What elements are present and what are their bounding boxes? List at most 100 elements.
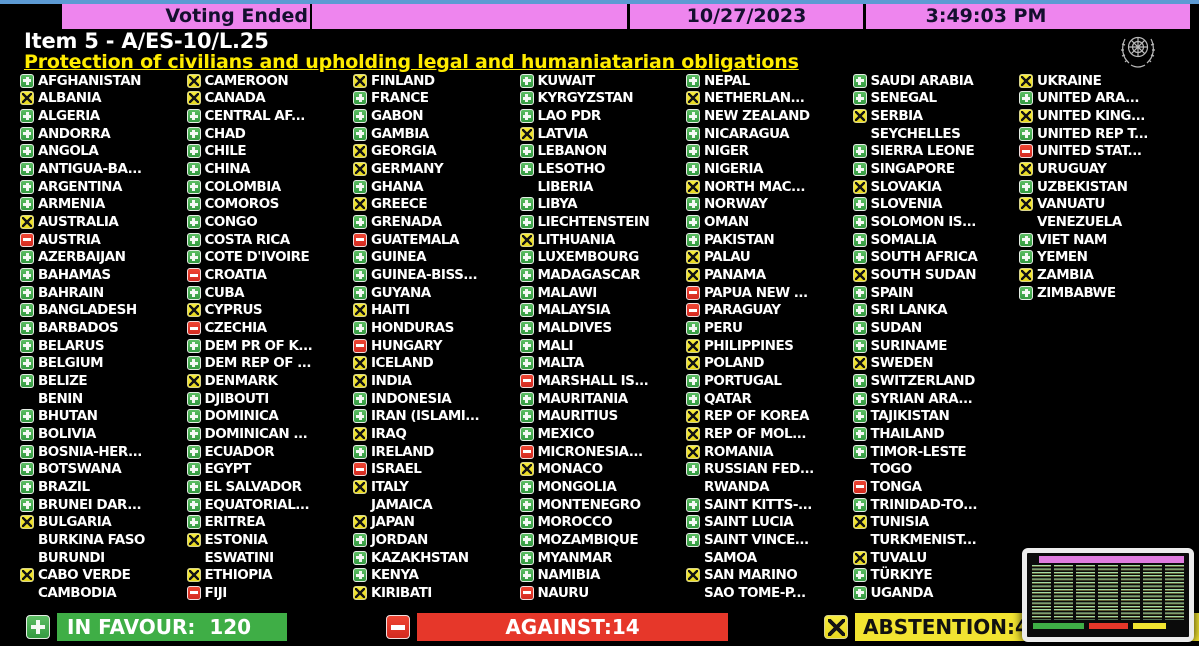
country-name: SERBIA — [870, 108, 924, 125]
country-row: BOLIVIA — [20, 425, 187, 443]
abstention-icon — [686, 91, 700, 106]
abstention-icon — [1019, 162, 1033, 177]
country-name: BURKINA FASO — [38, 531, 145, 548]
country-row: GRENADA — [353, 213, 520, 231]
country-name: CHINA — [204, 161, 251, 178]
in-favour-icon — [20, 126, 34, 141]
country-row: BHUTAN — [20, 407, 187, 425]
text-cursor — [310, 4, 312, 29]
country-row: MOZAMBIQUE — [519, 531, 687, 549]
in-favour-icon — [519, 497, 534, 512]
country-name: SLOVENIA — [870, 196, 943, 213]
country-row: MALDIVES — [519, 319, 687, 337]
country-column-5: NEPAL NETHERLAN... NEW ZEALAND NICARAGUA NIG… — [686, 72, 853, 603]
country-name: CHAD — [204, 125, 246, 142]
country-row: MOROCCO — [519, 513, 687, 531]
country-name: SWEDEN — [870, 355, 934, 372]
country-name: HAITI — [371, 302, 410, 319]
country-row: ALBANIA — [20, 90, 187, 108]
country-name: MALAYSIA — [537, 302, 611, 319]
country-name: JAMAICA — [371, 496, 433, 513]
country-name: NORTH MAC... — [704, 178, 805, 195]
country-name: LATVIA — [537, 125, 589, 142]
country-name: REP OF KOREA — [704, 408, 810, 425]
country-row: URUGUAY — [1019, 160, 1179, 178]
in-favour-icon — [519, 426, 534, 441]
country-name: PHILIPPINES — [704, 337, 794, 354]
country-name: NIGERIA — [704, 161, 764, 178]
in-favour-icon — [186, 285, 201, 300]
country-name: EQUATORIAL... — [204, 496, 310, 513]
country-row: SOUTH AFRICA — [852, 249, 1020, 267]
in-favour-icon — [519, 338, 534, 353]
country-row: SERBIA — [852, 107, 1020, 125]
abstention-icon — [852, 515, 867, 530]
country-name: DOMINICA — [204, 408, 279, 425]
in-favour-icon — [519, 479, 534, 494]
in-favour-icon — [686, 532, 700, 547]
country-name: MONGOLIA — [537, 478, 617, 495]
country-name: PAPUA NEW ... — [704, 284, 808, 301]
country-row: NIGERIA — [686, 160, 853, 178]
country-name: SAO TOME-P... — [704, 584, 806, 601]
country-row: SAINT VINCE... — [686, 531, 853, 549]
abstention-icon — [852, 179, 867, 194]
country-name: SRI LANKA — [870, 302, 948, 319]
country-row: BURKINA FASO — [20, 531, 187, 549]
country-name: ANDORRA — [38, 125, 111, 142]
in-favour-icon — [519, 215, 534, 230]
country-row: LIECHTENSTEIN — [519, 213, 687, 231]
country-row: PHILIPPINES — [686, 337, 853, 355]
country-row: LATVIA — [519, 125, 687, 143]
country-name: SOLOMON IS... — [870, 214, 977, 231]
country-name: LESOTHO — [537, 161, 606, 178]
country-row: KIRIBATI — [353, 584, 520, 602]
country-row: CAMEROON — [186, 72, 354, 90]
pip-preview-window — [1022, 548, 1194, 642]
country-row: SLOVENIA — [852, 196, 1020, 214]
country-name: AUSTRALIA — [38, 214, 119, 231]
in-favour-icon — [686, 515, 700, 530]
in-favour-icon — [852, 444, 867, 459]
in-favour-icon — [353, 391, 367, 406]
in-favour-icon — [186, 409, 201, 424]
country-row: ANDORRA — [20, 125, 187, 143]
country-row: NEPAL — [686, 72, 853, 90]
country-column-3: FINLAND FRANCE GABON GAMBIA GEORGIA GERMANY GH… — [353, 72, 520, 603]
country-row: EQUATORIAL... — [186, 496, 354, 514]
country-row: GUYANA — [353, 284, 520, 302]
country-name: ALGERIA — [38, 108, 100, 125]
country-row: CONGO — [186, 213, 354, 231]
against-icon — [686, 285, 700, 300]
country-row: CENTRAL AF... — [186, 107, 354, 125]
country-name: CAMEROON — [204, 72, 289, 89]
country-row: COSTA RICA — [186, 231, 354, 249]
country-row: ITALY — [353, 478, 520, 496]
country-row: CUBA — [186, 284, 354, 302]
country-row: ARMENIA — [20, 196, 187, 214]
vote-date: 10/27/2023 — [686, 5, 807, 27]
country-row: BOTSWANA — [20, 460, 187, 478]
country-row: SIERRA LEONE — [852, 143, 1020, 161]
country-name: NIGER — [704, 143, 749, 160]
in-favour-icon — [353, 532, 367, 547]
country-name: MALTA — [537, 355, 585, 372]
in-favour-icon — [1019, 126, 1033, 141]
country-name: ECUADOR — [204, 443, 275, 460]
in-favour-icon — [186, 391, 201, 406]
country-name: GUINEA-BISS... — [371, 267, 478, 284]
abstention-icon — [1019, 197, 1033, 212]
country-row: DEM REP OF ... — [186, 355, 354, 373]
country-row: LIBERIA — [520, 178, 687, 196]
country-row: VENEZUELA — [1019, 213, 1179, 231]
in-favour-icon — [20, 197, 34, 212]
country-row: HUNGARY — [353, 337, 520, 355]
country-row: KUWAIT — [519, 72, 687, 90]
country-name: TÜRKIYE — [870, 567, 933, 584]
in-favour-icon — [852, 215, 867, 230]
country-name: SENEGAL — [870, 90, 938, 107]
country-name: TURKMENIST... — [870, 531, 977, 548]
abstention-icon — [824, 615, 848, 639]
country-row: AZERBAIJAN — [20, 249, 187, 267]
country-row: ANGOLA — [20, 143, 187, 161]
